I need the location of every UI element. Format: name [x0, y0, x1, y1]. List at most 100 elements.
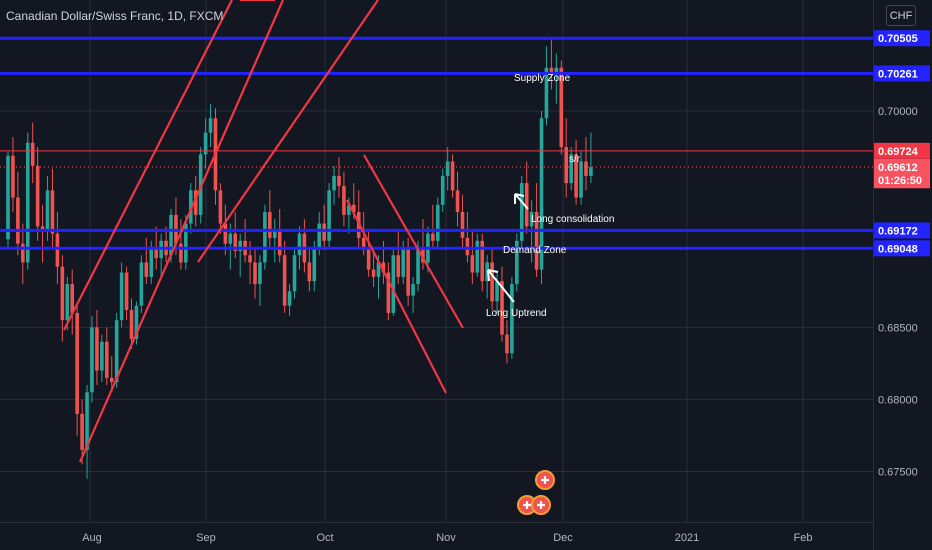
candle-bearish [218, 190, 223, 224]
candle-bullish [529, 211, 534, 227]
candle-bullish [495, 281, 499, 302]
time-axis-label: Aug [82, 532, 102, 544]
candle-bullish [327, 190, 331, 241]
price-label: 0.69724 [878, 146, 919, 158]
candle-bullish [312, 248, 317, 282]
candle-bullish [292, 255, 297, 292]
candle-bullish [90, 327, 94, 393]
time-axis-label: Nov [436, 532, 456, 544]
candle-bearish [95, 327, 99, 371]
annotation-supply-zone: Supply Zone [514, 73, 571, 84]
candle-bullish [208, 118, 213, 133]
candle-bullish [445, 161, 450, 176]
uptrend-channel-line-right[interactable] [197, 0, 379, 263]
price-label-background [874, 142, 930, 159]
candle-bearish [366, 248, 371, 270]
candle-bearish [431, 233, 435, 241]
candle-bearish [470, 255, 475, 273]
candle-bullish [272, 229, 277, 238]
candle-bearish [253, 262, 257, 285]
time-axis-label: 2021 [675, 532, 699, 544]
candle-bearish [55, 233, 60, 267]
candle-bullish [85, 392, 89, 450]
price-label: 0.70505 [878, 33, 918, 45]
candle-bullish [519, 183, 524, 241]
candle-bullish [317, 223, 322, 249]
candle-bearish [371, 269, 376, 277]
candle-bearish [396, 255, 401, 277]
candle-bullish [376, 262, 381, 277]
candle-bearish [124, 272, 129, 311]
price-axis-label: 0.68000 [878, 394, 918, 406]
candle-bearish [248, 255, 252, 263]
price-label-background [874, 30, 930, 47]
candle-bearish [455, 190, 460, 212]
annotation-long-consolidation: Long consolidation [531, 214, 614, 225]
candle-bullish [6, 155, 10, 240]
arrow-long-uptrend [487, 269, 515, 303]
candle-bullish [332, 175, 336, 191]
candle-bullish [25, 142, 30, 263]
price-label: 0.69172 [878, 225, 918, 237]
time-axis-label: Feb [794, 532, 813, 544]
candle-bearish [50, 190, 55, 234]
candle-bullish [539, 118, 544, 270]
downtrend-channel-line-lower[interactable] [346, 199, 447, 394]
currency-button[interactable]: CHF [886, 5, 916, 26]
candle-bearish [30, 142, 35, 166]
chart-title: Canadian Dollar/Swiss Franc, 1D, FXCM [6, 9, 224, 23]
candle-bullish [184, 223, 188, 263]
candle-bearish [524, 183, 529, 227]
candle-bullish [510, 284, 514, 354]
annotation-long-uptrend: Long Uptrend [486, 308, 547, 319]
candle-bullish [416, 248, 420, 285]
candle-bearish [105, 341, 109, 378]
candle-bearish [277, 229, 282, 256]
price-axis-label: 0.70000 [878, 106, 918, 118]
candle-bullish [297, 233, 302, 256]
time-axis-label: Dec [553, 532, 573, 544]
plus-icon [541, 476, 549, 484]
candle-bullish [100, 341, 104, 371]
candle-bearish [480, 240, 485, 282]
candle-bearish [574, 154, 578, 198]
price-label: 0.69048 [878, 243, 918, 255]
candle-bearish [584, 161, 588, 176]
uptrend-channel-line-upper[interactable] [63, 0, 233, 331]
price-axis-label: 0.68500 [878, 322, 918, 334]
uptrend-channel-line-lower[interactable] [78, 0, 285, 463]
plus-icon [523, 501, 531, 509]
candle-bearish [16, 197, 20, 244]
candle-bearish [40, 226, 45, 230]
arrow-long-consolidation [514, 193, 529, 210]
candle-bullish [114, 320, 119, 383]
candle-bullish [569, 154, 573, 184]
candle-bullish [347, 204, 351, 215]
candle-bearish [386, 272, 391, 313]
annotation-sr: s/r [569, 154, 581, 165]
price-label: 01:26:50 [878, 175, 922, 187]
candle-bearish [559, 67, 564, 148]
candle-bearish [460, 211, 465, 238]
candle-bullish [401, 248, 405, 277]
price-axis-label: 0.67500 [878, 467, 918, 479]
price-label: 0.69612 [878, 162, 918, 174]
candle-bearish [60, 266, 65, 321]
candle-bearish [193, 190, 198, 215]
candle-bearish [337, 175, 341, 187]
candle-bearish [465, 237, 470, 256]
candle-bullish [198, 154, 203, 215]
downtrend-channel-line-upper[interactable] [363, 154, 464, 329]
candle-bearish [549, 67, 554, 75]
candle-bullish [287, 291, 292, 306]
candle-bullish [169, 214, 173, 256]
candle-bearish [381, 262, 386, 273]
candle-bullish [238, 240, 242, 251]
candle-bearish [11, 155, 15, 198]
candle-bullish [258, 262, 262, 285]
candle-bullish [119, 272, 124, 321]
candle-bearish [342, 186, 346, 215]
candle-bearish [421, 248, 425, 263]
candle-bearish [505, 334, 509, 354]
